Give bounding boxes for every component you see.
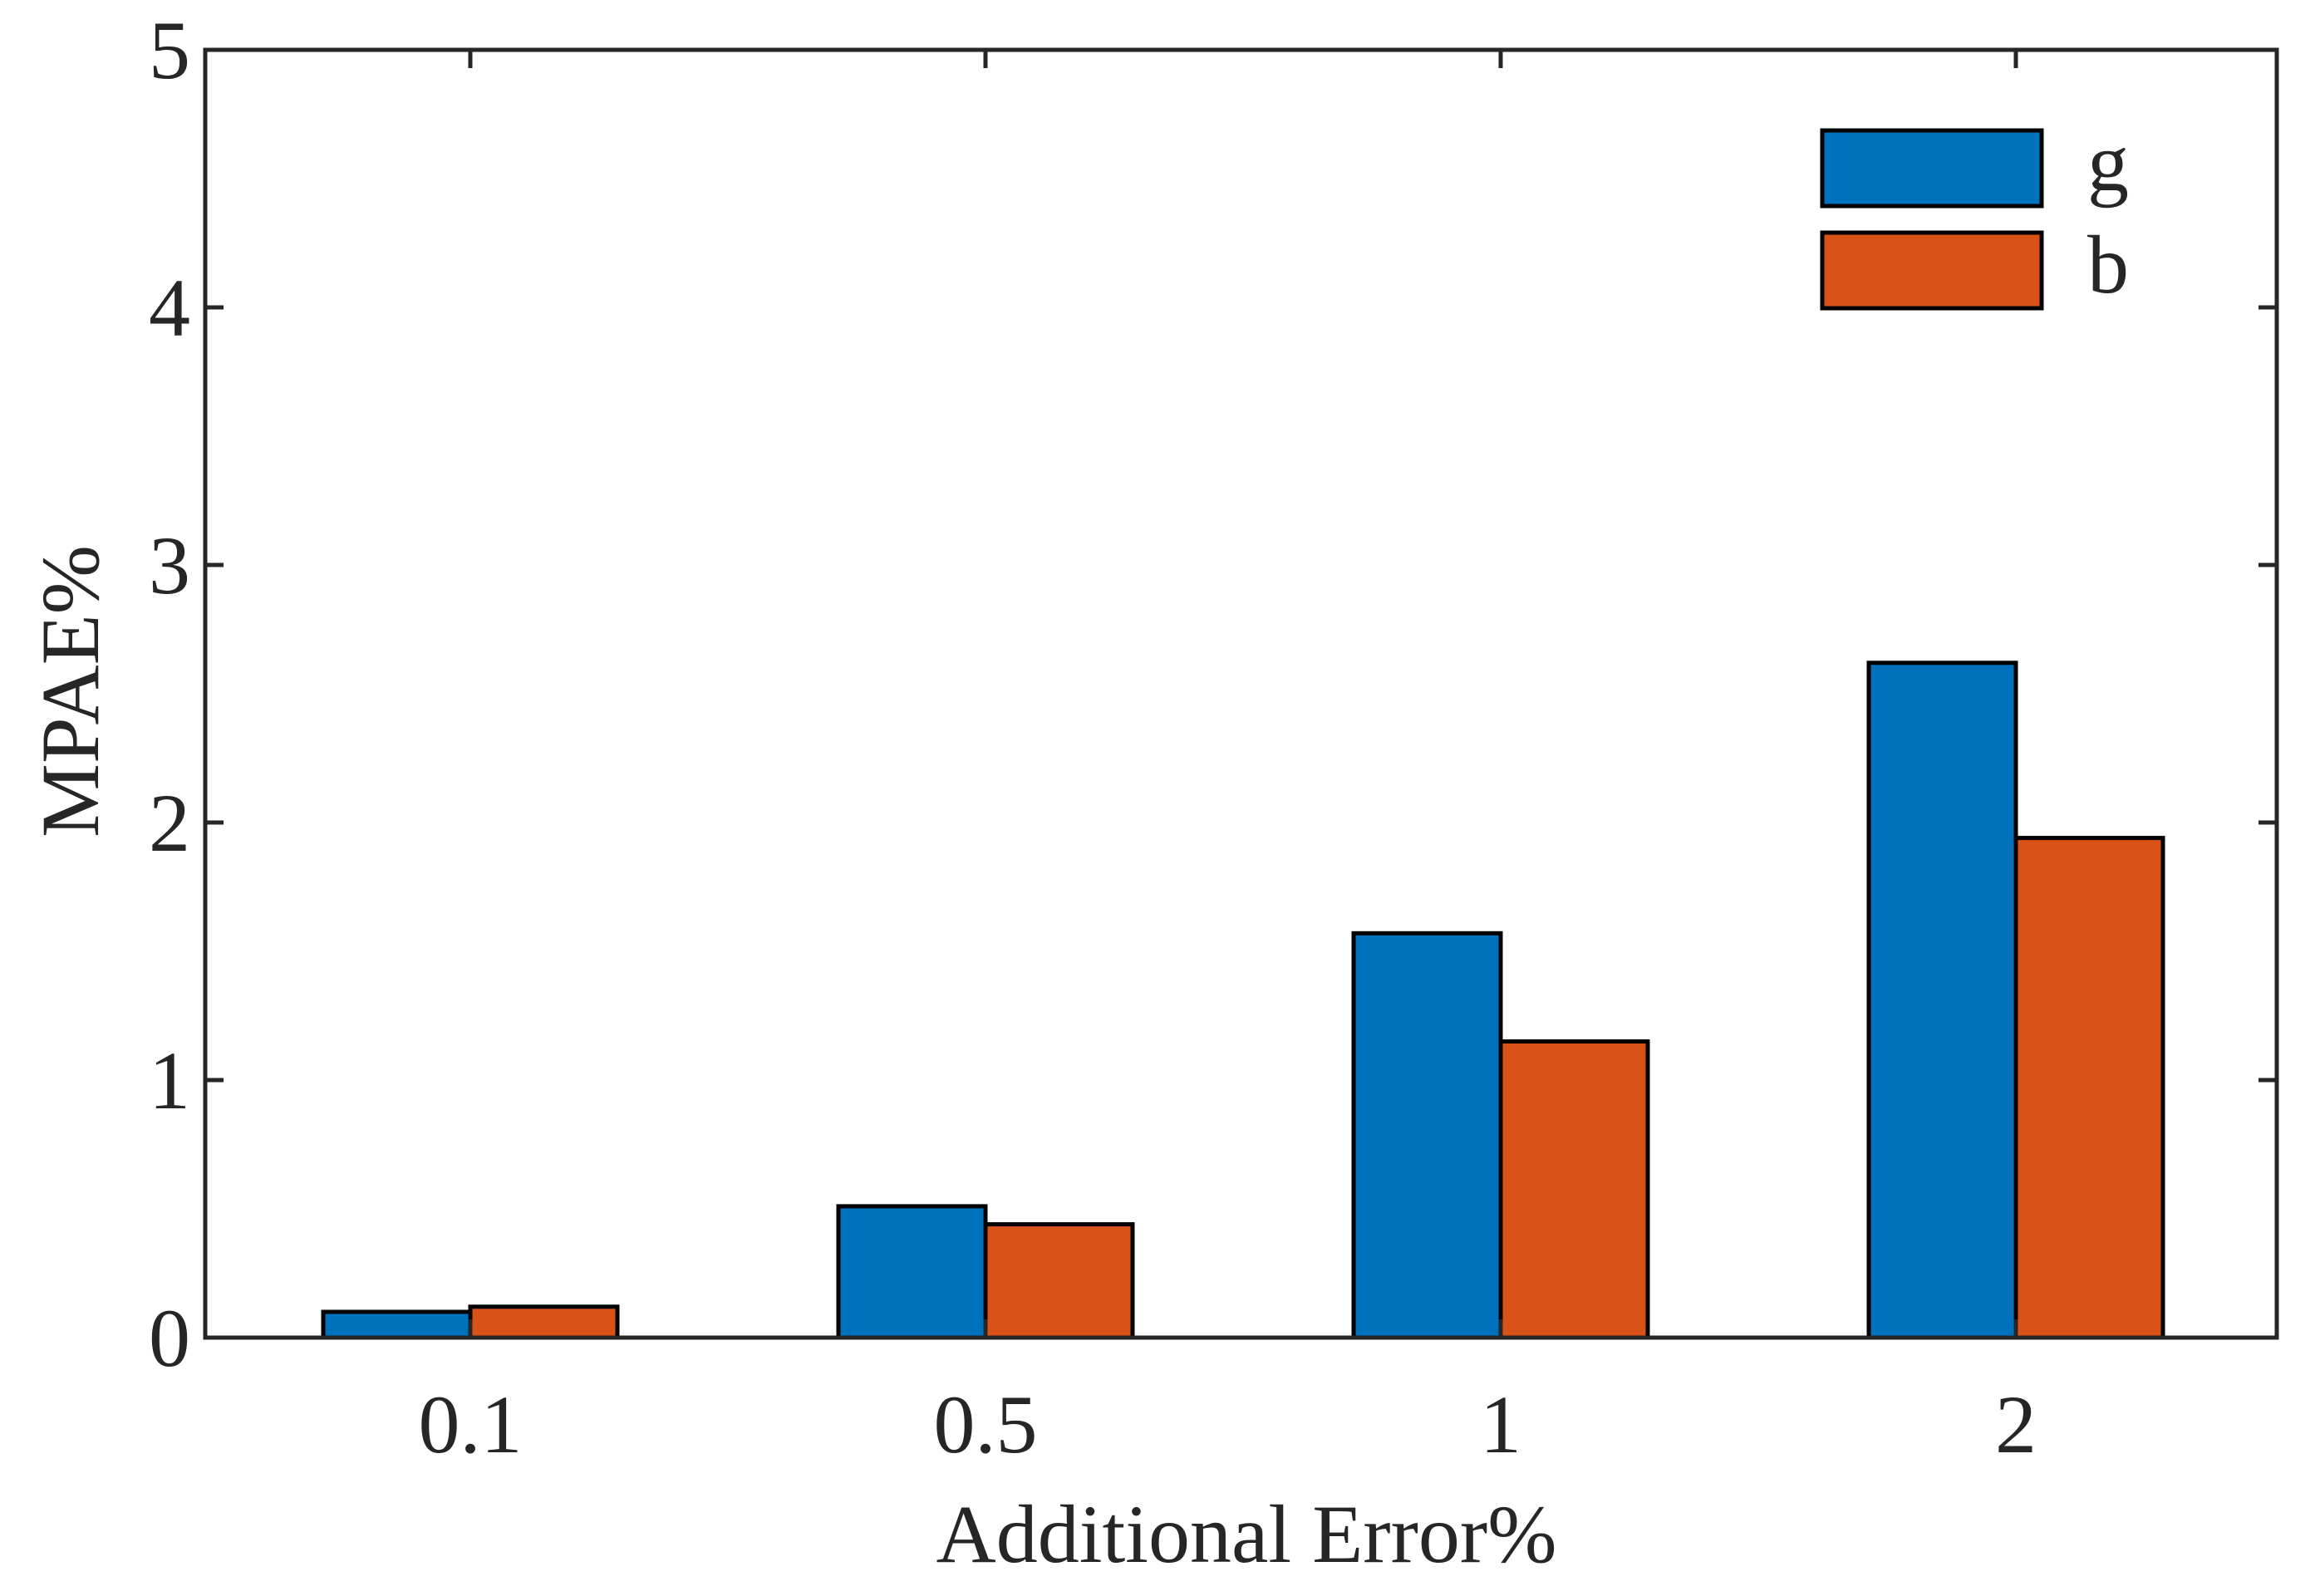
y-tick-label: 5 (149, 4, 190, 96)
bar-b-2 (2013, 836, 2165, 1340)
bar-g-2 (1866, 660, 2018, 1340)
bar-b-0.1 (468, 1304, 620, 1340)
legend-swatch-b (1820, 230, 2044, 311)
y-tick-label: 1 (149, 1034, 190, 1127)
x-tick-label: 0.5 (934, 1378, 1038, 1471)
axes-box (203, 47, 2279, 1340)
legend-label-b: b (2087, 219, 2129, 311)
bars-layer (321, 660, 2165, 1340)
legend: gb (1820, 116, 2129, 311)
legend-label-g: g (2087, 116, 2129, 209)
y-tick-label: 4 (149, 262, 190, 354)
axes-layer (203, 47, 2279, 1340)
x-tick-label: 1 (1480, 1378, 1521, 1471)
bar-g-1 (1351, 931, 1503, 1340)
legend-swatch-g (1820, 128, 2044, 209)
bar-g-0.5 (836, 1204, 988, 1340)
x-tick-label: 2 (1995, 1378, 2037, 1471)
ticks-layer: 0 1 2 3 4 5 0.1 0.5 1 2 (149, 4, 2277, 1471)
x-tick-label: 0.1 (419, 1378, 523, 1471)
y-tick-label: 3 (149, 519, 190, 611)
x-axis-label: Additional Error% (936, 1488, 1556, 1580)
bar-g-0.1 (321, 1309, 473, 1340)
bar-b-0.5 (983, 1222, 1135, 1340)
y-tick-label: 0 (149, 1292, 190, 1384)
y-axis-label: MPAE% (24, 545, 116, 837)
bar-b-1 (1498, 1039, 1650, 1340)
y-tick-label: 2 (149, 777, 190, 869)
